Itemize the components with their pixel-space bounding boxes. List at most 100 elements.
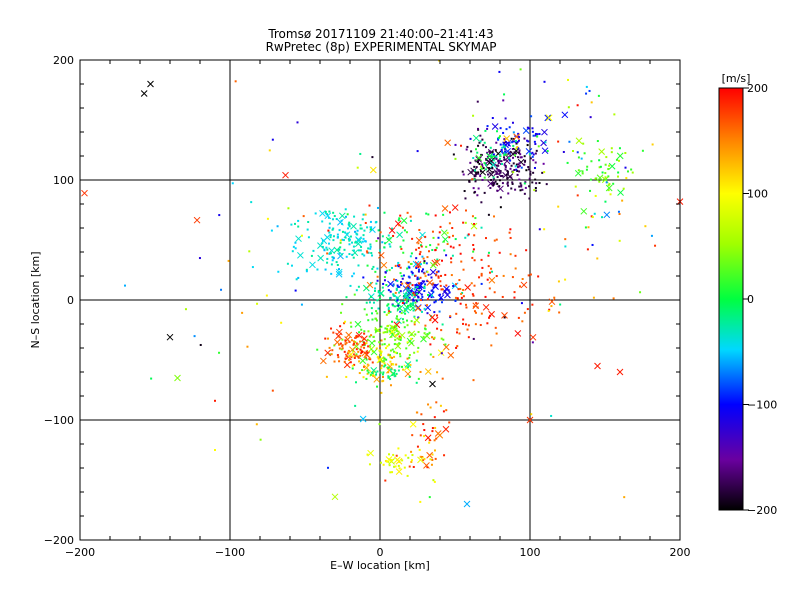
data-point-dot	[335, 261, 338, 264]
data-point-dot	[358, 331, 361, 334]
data-point-dot	[426, 304, 429, 307]
data-point-dot	[349, 238, 352, 241]
data-point-cross	[437, 294, 445, 302]
data-point-dot	[266, 217, 269, 220]
data-point-dot	[435, 274, 438, 277]
data-point-dot	[422, 459, 425, 462]
data-point-dot	[491, 151, 494, 154]
data-point-dot	[529, 273, 532, 276]
data-point-dot	[424, 283, 427, 286]
data-point-cross	[464, 284, 472, 291]
data-point-cross	[608, 162, 616, 170]
data-point-dot	[524, 181, 527, 184]
data-point-dot	[467, 233, 470, 236]
data-point-cross	[174, 374, 181, 382]
data-point-dot	[502, 145, 505, 148]
data-point-dot	[384, 347, 387, 350]
data-point-dot	[234, 80, 237, 83]
data-point-dot	[488, 167, 491, 170]
data-point-dot	[410, 337, 413, 340]
data-point-dot	[416, 276, 419, 279]
data-point-dot	[423, 457, 426, 460]
data-point-dot	[341, 238, 344, 241]
data-point-dot	[348, 243, 351, 246]
data-point-dot	[414, 274, 417, 277]
data-point-dot	[426, 256, 429, 259]
data-point-dot	[414, 284, 417, 287]
data-point-dot	[383, 338, 386, 341]
data-point-dot	[292, 245, 295, 248]
data-point-dot	[464, 323, 467, 326]
data-point-cross	[426, 279, 434, 286]
data-point-dot	[512, 162, 515, 165]
data-point-dot	[451, 234, 454, 237]
data-point-dot	[402, 368, 405, 371]
data-point-dot	[417, 277, 420, 280]
data-point-dot	[484, 295, 487, 298]
data-point-dot	[418, 282, 421, 285]
data-point-cross	[575, 137, 583, 145]
data-point-dot	[218, 214, 221, 217]
data-point-dot	[378, 345, 381, 348]
data-point-dot	[409, 255, 412, 258]
data-point-dot	[509, 253, 512, 256]
data-point-dot	[503, 93, 506, 96]
data-point-dot	[375, 282, 378, 285]
data-point-dot	[588, 89, 591, 92]
data-point-dot	[476, 100, 479, 103]
data-point-dot	[439, 297, 442, 300]
data-point-dot	[557, 205, 560, 208]
data-point-dot	[332, 257, 335, 260]
data-point-dot	[491, 117, 494, 120]
data-point-dot	[492, 183, 495, 186]
data-point-dot	[363, 330, 366, 333]
data-point-dot	[528, 177, 531, 180]
data-point-dot	[395, 363, 398, 366]
data-point-dot	[336, 233, 339, 236]
data-point-dot	[537, 275, 540, 278]
data-point-dot	[488, 287, 491, 290]
data-point-dot	[510, 137, 513, 140]
data-point-dot	[497, 136, 500, 139]
x-tick-label: 0	[377, 546, 384, 559]
data-point-dot	[416, 150, 419, 153]
data-point-cross	[441, 205, 449, 212]
data-point-dot	[401, 282, 404, 285]
data-point-dot	[352, 340, 355, 343]
data-point-dot	[535, 182, 538, 185]
data-point-dot	[449, 245, 452, 248]
data-point-dot	[379, 461, 382, 464]
data-point-cross	[373, 376, 381, 383]
data-point-dot	[380, 367, 383, 370]
data-point-dot	[462, 318, 465, 321]
data-point-cross	[389, 370, 397, 377]
data-point-dot	[474, 311, 477, 314]
data-point-dot	[338, 343, 341, 346]
data-point-dot	[456, 345, 459, 348]
data-point-dot	[576, 104, 579, 107]
data-point-dot	[359, 340, 362, 343]
data-point-dot	[610, 147, 613, 150]
data-point-dot	[572, 150, 575, 153]
data-point-dot	[472, 248, 475, 251]
data-point-dot	[366, 351, 369, 354]
data-point-dot	[364, 355, 367, 358]
data-point-dot	[400, 247, 403, 250]
data-point-dot	[435, 271, 438, 274]
data-point-dot	[474, 323, 477, 326]
data-point-cross	[504, 147, 512, 155]
data-point-dot	[503, 152, 506, 155]
data-point-dot	[596, 140, 599, 143]
data-point-dot	[389, 297, 392, 300]
data-point-dot	[527, 166, 530, 169]
data-point-dot	[501, 174, 504, 177]
data-point-dot	[387, 353, 390, 356]
data-point-dot	[359, 224, 362, 227]
data-point-dot	[332, 235, 335, 238]
data-point-dot	[477, 144, 480, 147]
data-point-dot	[310, 254, 313, 257]
data-point-dot	[367, 330, 370, 333]
data-point-dot	[392, 453, 395, 456]
data-point-dot	[502, 152, 505, 155]
data-point-dot	[344, 236, 347, 239]
